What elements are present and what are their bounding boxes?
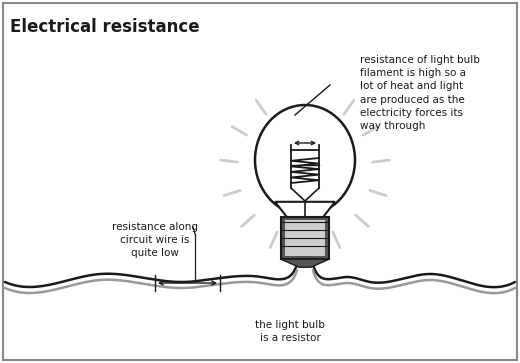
- Ellipse shape: [255, 105, 355, 215]
- Polygon shape: [275, 202, 335, 217]
- FancyBboxPatch shape: [281, 217, 329, 259]
- FancyBboxPatch shape: [285, 220, 325, 256]
- Text: the light bulb
is a resistor: the light bulb is a resistor: [255, 320, 325, 343]
- Polygon shape: [281, 259, 329, 267]
- FancyBboxPatch shape: [3, 3, 517, 360]
- Text: resistance of light bulb
filament is high so a
lot of heat and light
are produce: resistance of light bulb filament is hig…: [360, 55, 480, 131]
- Text: Electrical resistance: Electrical resistance: [10, 18, 200, 36]
- Text: resistance along
circuit wire is
quite low: resistance along circuit wire is quite l…: [112, 222, 198, 258]
